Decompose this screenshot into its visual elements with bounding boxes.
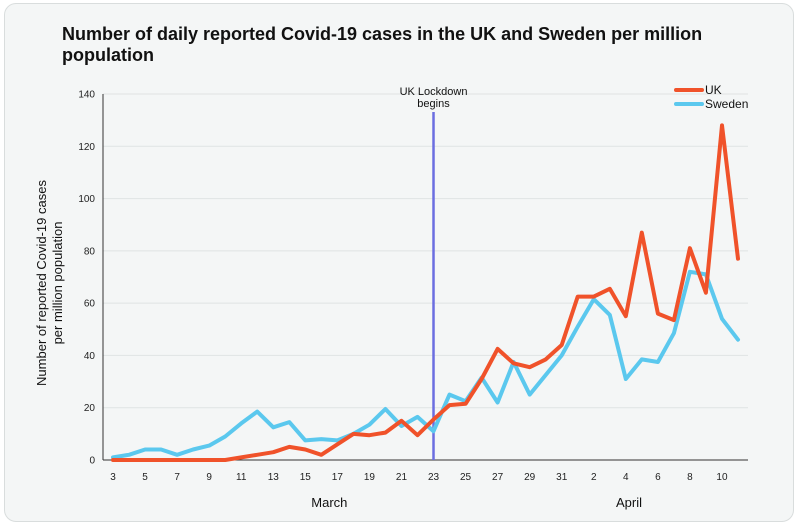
- x-tick-label: 8: [687, 472, 693, 483]
- x-tick-label: 31: [556, 472, 568, 483]
- y-tick-label: 140: [78, 90, 95, 101]
- x-tick-label: 15: [300, 472, 312, 483]
- x-tick-label: 4: [623, 472, 629, 483]
- lockdown-label: UK Lockdown: [400, 86, 468, 98]
- series-line-uk: [111, 123, 740, 462]
- x-tick-label: 3: [110, 472, 116, 483]
- x-tick-label: 13: [268, 472, 280, 483]
- x-tick-label: 21: [396, 472, 408, 483]
- y-tick-label: 20: [84, 403, 96, 414]
- x-tick-label: 7: [174, 472, 180, 483]
- legend-label-uk: UK: [705, 83, 722, 97]
- chart-card: [4, 3, 794, 522]
- lockdown-label: begins: [417, 98, 450, 110]
- x-tick-label: 5: [142, 472, 148, 483]
- x-tick-label: 25: [460, 472, 472, 483]
- y-tick-label: 60: [84, 299, 96, 310]
- x-tick-label: 10: [716, 472, 728, 483]
- x-tick-label: 23: [428, 472, 440, 483]
- x-tick-label: 17: [332, 472, 344, 483]
- x-tick-label: 2: [591, 472, 597, 483]
- x-tick-label: 11: [236, 472, 247, 483]
- y-tick-label: 100: [78, 194, 95, 205]
- x-tick-label: 9: [206, 472, 212, 483]
- y-tick-label: 40: [84, 351, 96, 362]
- month-label: March: [311, 495, 347, 510]
- y-axis-title: Number of reported Covid-19 cases per mil…: [34, 180, 65, 386]
- y-tick-label: 120: [78, 142, 95, 153]
- month-label: April: [616, 495, 642, 510]
- y-axis-title-line: Number of reported Covid-19 cases: [34, 180, 49, 386]
- series-line-sweden: [111, 269, 740, 460]
- legend-label-sweden: Sweden: [705, 97, 748, 111]
- y-tick-label: 80: [84, 246, 96, 257]
- chart-title: Number of daily reported Covid-19 cases …: [62, 24, 703, 65]
- x-tick-label: 29: [524, 472, 536, 483]
- x-tick-label: 27: [492, 472, 504, 483]
- y-axis-title-line: per million population: [50, 222, 65, 345]
- x-tick-label: 19: [364, 472, 376, 483]
- x-tick-label: 6: [655, 472, 661, 483]
- y-tick-label: 0: [89, 456, 95, 467]
